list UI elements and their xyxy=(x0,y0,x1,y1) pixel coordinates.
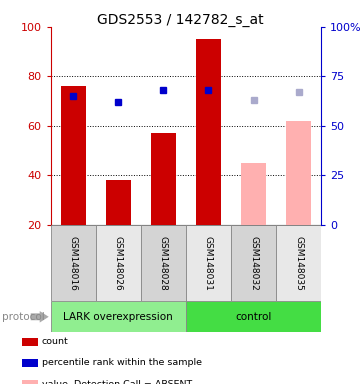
Text: GSM148026: GSM148026 xyxy=(114,236,123,290)
Bar xyxy=(196,39,221,225)
Text: GSM148016: GSM148016 xyxy=(69,236,78,290)
Bar xyxy=(186,301,321,332)
Text: value, Detection Call = ABSENT: value, Detection Call = ABSENT xyxy=(42,379,192,384)
Text: GSM148035: GSM148035 xyxy=(294,236,303,290)
Bar xyxy=(231,225,276,301)
Bar xyxy=(151,133,176,225)
Bar xyxy=(186,225,231,301)
Text: LARK overexpression: LARK overexpression xyxy=(63,312,173,322)
Text: GSM148032: GSM148032 xyxy=(249,236,258,290)
Bar xyxy=(286,121,311,225)
Text: GSM148031: GSM148031 xyxy=(204,236,213,290)
Text: control: control xyxy=(235,312,272,322)
Bar xyxy=(106,180,131,225)
Bar xyxy=(241,163,266,225)
Bar xyxy=(51,225,96,301)
Bar xyxy=(51,301,186,332)
Text: GDS2553 / 142782_s_at: GDS2553 / 142782_s_at xyxy=(97,13,264,27)
Bar xyxy=(141,225,186,301)
Text: protocol: protocol xyxy=(2,312,44,322)
Text: count: count xyxy=(42,337,68,346)
Text: GSM148028: GSM148028 xyxy=(159,236,168,290)
Bar xyxy=(276,225,321,301)
Bar xyxy=(61,86,86,225)
Bar xyxy=(96,225,141,301)
Text: percentile rank within the sample: percentile rank within the sample xyxy=(42,358,201,367)
